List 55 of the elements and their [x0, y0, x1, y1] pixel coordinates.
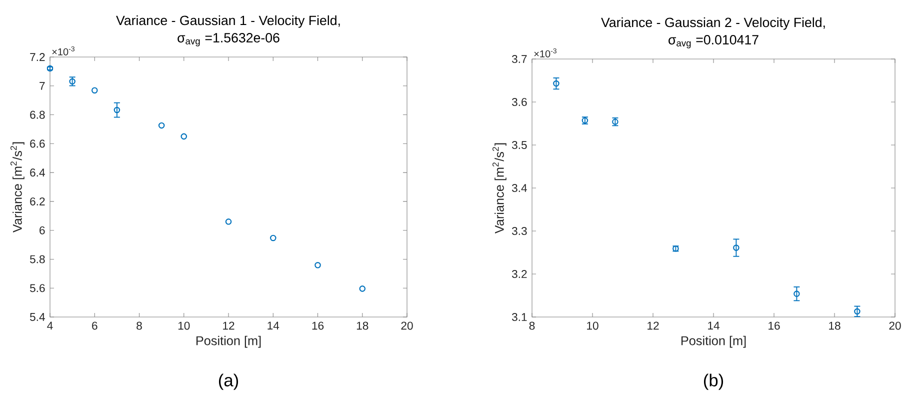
y-tick-label: 6.2	[30, 197, 45, 206]
x-tick-label: 20	[889, 322, 901, 330]
y-tick-label: 5.8	[30, 255, 45, 264]
y-tick-label: 5.6	[30, 284, 45, 292]
y-tick-label: 3.3	[512, 227, 527, 236]
y-tick-label: 7	[40, 82, 45, 90]
point	[225, 218, 232, 225]
y-tick-label: 5.4	[30, 313, 45, 321]
x-tick-label: 6	[92, 322, 98, 330]
text: (b)	[704, 374, 724, 390]
y-tick-label: 6.6	[30, 140, 45, 148]
x-tick-label: 20	[401, 322, 413, 330]
x-axis-title: Position [m]	[196, 336, 261, 348]
x-tick-label: 18	[356, 322, 368, 330]
chart-title: Variance - Gaussian 1 - Velocity Field,	[116, 15, 340, 28]
x-tick-label: 4	[47, 322, 53, 330]
x-tick-label: 8	[136, 322, 142, 330]
x-tick-label: 10	[178, 322, 190, 330]
y-tick-label: 3.1	[512, 313, 527, 322]
chart-subtitle: σ$_{avg}$ =1.5632e-06	[178, 33, 280, 46]
chart-title: Variance - Gaussian 2 - Velocity Field,	[601, 17, 825, 30]
x-tick-label: 10	[587, 322, 598, 330]
text: ×10$^{-3}$	[534, 48, 556, 58]
y-tick-label: 6	[40, 226, 45, 234]
y-axis-title: Variance [m$^{2}$/s$^{2}$]	[492, 143, 506, 234]
y-tick-label: 3.4	[512, 184, 527, 192]
y-axis-title: Variance [m$^{2}$/s$^{2}$]	[10, 142, 24, 233]
point	[158, 122, 165, 129]
chart-subtitle: σ$_{avg}$ =0.010417	[668, 35, 758, 48]
x-axis-title: Position [m]	[681, 336, 746, 348]
point	[314, 262, 321, 268]
x-tick-label: 16	[312, 322, 324, 330]
y-tick-label: 3.5	[512, 141, 527, 150]
x-tick-label: 14	[708, 322, 720, 330]
point	[553, 80, 560, 87]
text: ×10$^{-3}$	[52, 46, 74, 56]
y-tick-label: 3.6	[512, 98, 527, 106]
point	[854, 308, 860, 315]
x-tick-label: 12	[648, 322, 659, 330]
y-tick-label: 3.2	[512, 270, 527, 278]
x-tick-label: 14	[268, 322, 280, 330]
y-tick-label: 6.4	[30, 168, 45, 177]
x-tick-label: 16	[768, 322, 780, 330]
y-tick-label: 6.8	[30, 110, 45, 119]
x-tick-label: 18	[829, 322, 840, 330]
y-tick-label: 7.2	[30, 53, 45, 61]
text: (a)	[218, 374, 238, 390]
point	[46, 65, 54, 72]
point	[180, 133, 188, 140]
x-tick-label: 12	[223, 322, 234, 330]
y-tick-label: 3.7	[512, 55, 527, 64]
point	[270, 234, 276, 242]
point	[91, 87, 98, 94]
x-tick-label: 8	[529, 322, 535, 330]
point	[359, 286, 366, 292]
